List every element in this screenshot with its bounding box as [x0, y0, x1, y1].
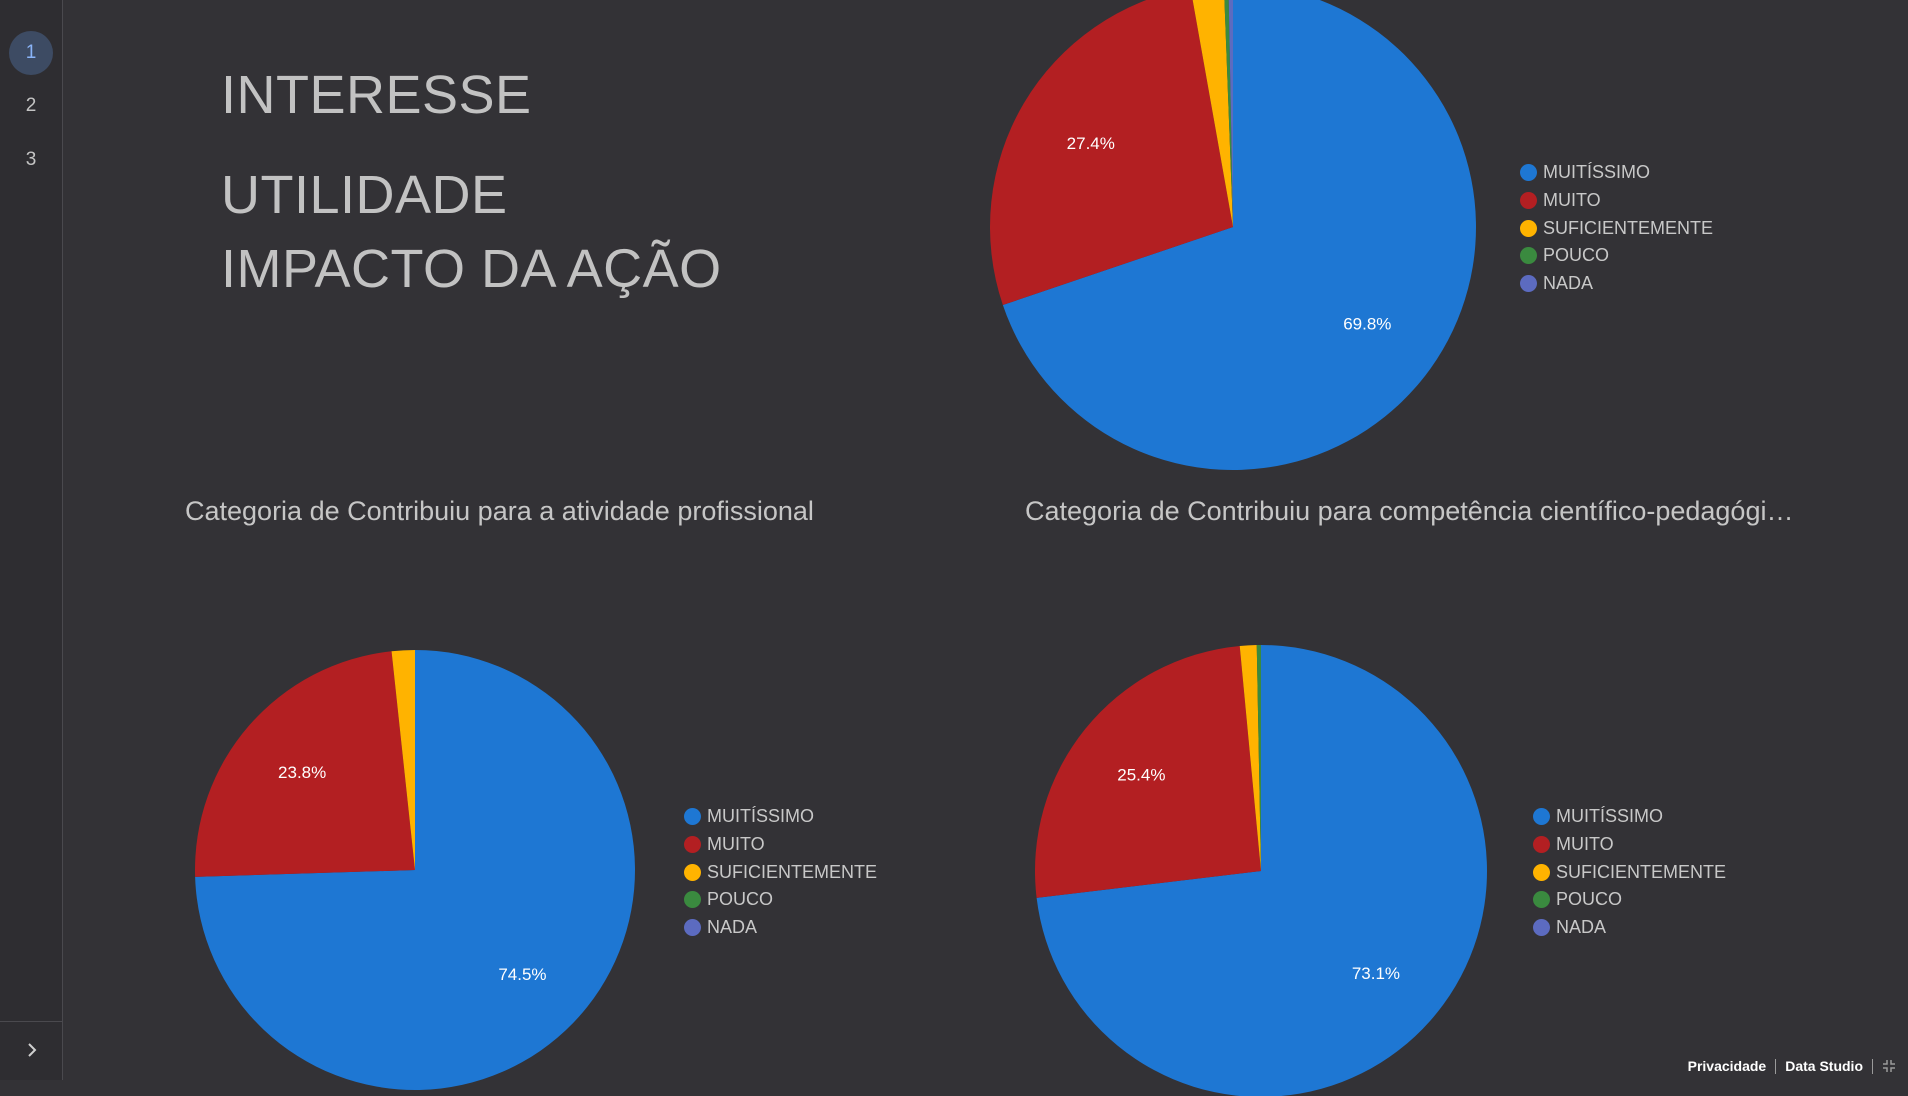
legend-label: MUITO — [1543, 190, 1601, 211]
page-3-button[interactable]: 3 — [25, 149, 37, 170]
sidebar-divider — [0, 1021, 63, 1022]
legend-swatch — [684, 836, 701, 854]
legend-label: MUITO — [707, 834, 765, 855]
legend-swatch — [684, 808, 701, 826]
legend-swatch — [1533, 919, 1550, 937]
slice-suficientemente[interactable] — [1239, 645, 1261, 871]
legend-label: SUFICIENTEMENTE — [1543, 217, 1714, 238]
data-label: 23.8% — [278, 763, 326, 782]
data-label: 73.1% — [1352, 964, 1400, 983]
legend-label: POUCO — [1543, 245, 1610, 266]
legend-label: MUITÍSSIMO — [1556, 806, 1663, 827]
heading-utilidade: UTILIDADE — [221, 165, 508, 225]
heading-impacto: IMPACTO DA AÇÃO — [221, 239, 722, 299]
data-studio-link[interactable]: Data Studio — [1785, 1058, 1863, 1074]
legend-swatch — [684, 891, 701, 909]
legend-label: MUITO — [1556, 834, 1614, 855]
legend-item[interactable]: MUITO — [1533, 831, 1726, 859]
legend-item[interactable]: POUCO — [684, 886, 877, 914]
data-label: 74.5% — [498, 965, 546, 984]
slice-nada[interactable] — [1228, 0, 1233, 227]
exit-fullscreen-icon[interactable] — [1882, 1059, 1896, 1073]
legend-item[interactable]: MUITÍSSIMO — [1533, 803, 1726, 831]
legend-swatch — [1520, 164, 1537, 182]
slice-pouco[interactable] — [1224, 0, 1233, 227]
data-label: 27.4% — [1067, 134, 1115, 153]
legend-item[interactable]: MUITÍSSIMO — [684, 803, 877, 831]
competence-pie-legend: MUITÍSSIMO MUITO SUFICIENTEMENTE POUCO NADA — [1533, 803, 1726, 941]
professional-pie-chart: 74.5% 23.8% — [195, 650, 635, 1090]
legend-label: POUCO — [1556, 889, 1623, 910]
legend-label: SUFICIENTEMENTE — [1556, 861, 1727, 882]
chevron-right-icon — [28, 1043, 37, 1057]
legend-swatch — [1533, 891, 1550, 909]
slice-suficientemente[interactable] — [1190, 0, 1233, 227]
slice-pouco[interactable] — [1256, 645, 1261, 871]
interest-pie-chart: 69.8% 27.4% — [990, 0, 1476, 470]
legend-swatch — [1533, 836, 1550, 854]
legend-item[interactable]: MUITO — [1520, 187, 1713, 215]
legend-label: NADA — [1543, 273, 1594, 294]
slice-muito[interactable] — [1035, 646, 1261, 898]
slice-muitissimo[interactable] — [1036, 645, 1487, 1096]
legend-item[interactable]: NADA — [684, 914, 877, 942]
legend-swatch — [1520, 275, 1537, 293]
legend-item[interactable]: MUITO — [684, 831, 877, 859]
legend-label: NADA — [1556, 917, 1607, 938]
legend-label: MUITÍSSIMO — [707, 806, 814, 827]
legend-label: SUFICIENTEMENTE — [707, 861, 878, 882]
slice-suficientemente[interactable] — [391, 650, 415, 870]
slice-muito[interactable] — [195, 651, 415, 877]
legend-item[interactable]: POUCO — [1533, 886, 1726, 914]
competence-chart-title: Categoria de Contribuiu para competência… — [1025, 496, 1794, 526]
page-2-button[interactable]: 2 — [25, 95, 37, 116]
legend-item[interactable]: POUCO — [1520, 242, 1713, 270]
legend-label: POUCO — [707, 889, 774, 910]
slice-muito[interactable] — [990, 0, 1233, 305]
legend-swatch — [684, 863, 701, 881]
legend-item[interactable]: NADA — [1520, 270, 1713, 298]
page-navigation-sidebar: 1 2 3 — [0, 0, 63, 1080]
footer: Privacidade Data Studio — [1688, 1058, 1896, 1074]
legend-swatch — [1520, 219, 1537, 237]
competence-pie-chart: 73.1% 25.4% — [1035, 645, 1487, 1096]
interest-pie-legend: MUITÍSSIMO MUITO SUFICIENTEMENTE POUCO NADA — [1520, 159, 1713, 297]
legend-swatch — [1520, 247, 1537, 265]
legend-item[interactable]: SUFICIENTEMENTE — [1533, 858, 1726, 886]
professional-pie-legend: MUITÍSSIMO MUITO SUFICIENTEMENTE POUCO NADA — [684, 803, 877, 941]
professional-chart-title: Categoria de Contribuiu para a atividade… — [185, 496, 814, 526]
legend-swatch — [684, 919, 701, 937]
legend-label: NADA — [707, 917, 758, 938]
expand-sidebar-button[interactable] — [12, 1030, 52, 1070]
legend-item[interactable]: SUFICIENTEMENTE — [1520, 214, 1713, 242]
legend-item[interactable]: SUFICIENTEMENTE — [684, 858, 877, 886]
legend-swatch — [1533, 863, 1550, 881]
slice-muitissimo[interactable] — [1002, 0, 1476, 470]
legend-item[interactable]: MUITÍSSIMO — [1520, 159, 1713, 187]
legend-swatch — [1520, 192, 1537, 210]
privacy-link[interactable]: Privacidade — [1687, 1058, 1767, 1074]
heading-interesse: INTERESSE — [221, 65, 532, 125]
slice-muitissimo[interactable] — [195, 650, 635, 1090]
legend-label: MUITÍSSIMO — [1543, 162, 1650, 183]
footer-separator — [1775, 1058, 1777, 1074]
data-label: 25.4% — [1117, 766, 1165, 785]
legend-item[interactable]: NADA — [1533, 914, 1726, 942]
legend-swatch — [1533, 808, 1550, 826]
page-1-button[interactable]: 1 — [9, 31, 53, 75]
footer-separator — [1872, 1058, 1873, 1074]
data-label: 69.8% — [1343, 314, 1391, 333]
